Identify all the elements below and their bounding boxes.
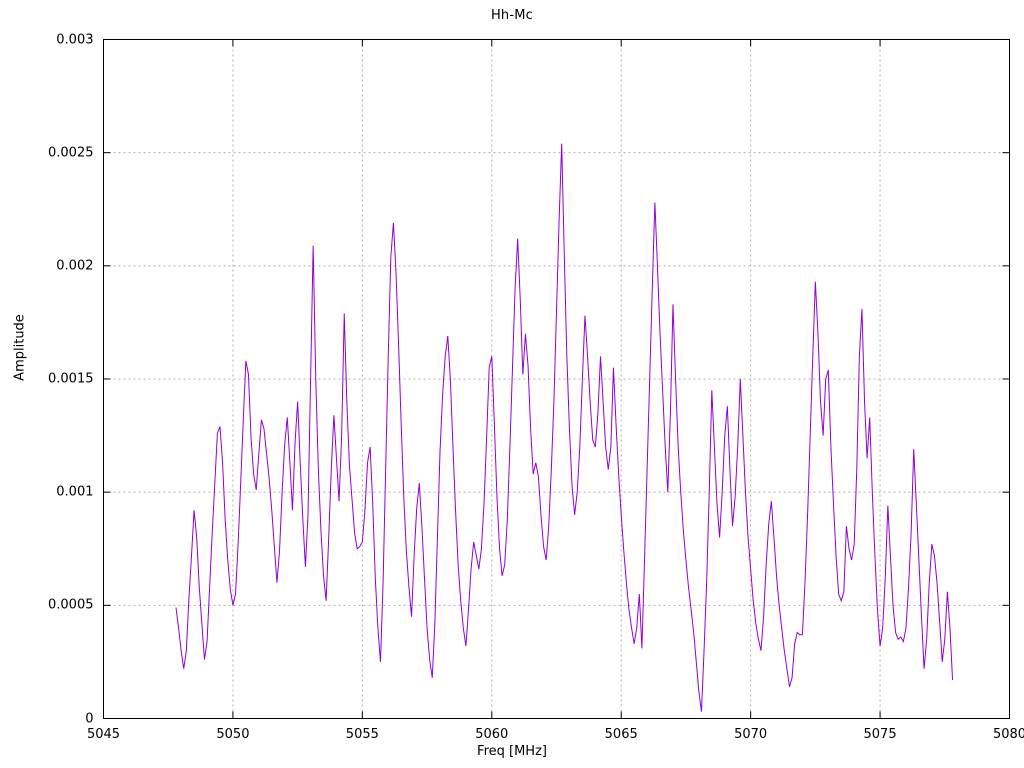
x-tick-label: 5075 — [863, 726, 897, 742]
x-tick-label: 5055 — [345, 726, 379, 742]
y-tick-label: 0.001 — [56, 484, 94, 500]
y-tick-label: 0.0025 — [48, 145, 94, 161]
x-tick-label: 5060 — [475, 726, 509, 742]
plot-border — [103, 39, 1010, 719]
y-tick-label: 0.0005 — [48, 597, 94, 613]
chart-title: Hh-Mc — [490, 8, 534, 23]
data-series-line — [175, 143, 954, 712]
x-axis-label: Freq [MHz] — [477, 744, 547, 759]
x-tick-label: 5045 — [86, 726, 121, 742]
x-tick-label: 5070 — [734, 726, 768, 742]
y-tick-label: 0.003 — [56, 32, 94, 47]
y-tick-label: 0 — [85, 711, 94, 726]
y-tick-label: 0.002 — [56, 258, 94, 274]
x-tick-label: 5065 — [604, 726, 638, 742]
grid-lines — [103, 39, 1010, 719]
x-tick-label: 5080 — [992, 726, 1024, 742]
x-tick-label: 5050 — [216, 726, 250, 742]
y-tick-label: 0.0015 — [48, 371, 94, 387]
